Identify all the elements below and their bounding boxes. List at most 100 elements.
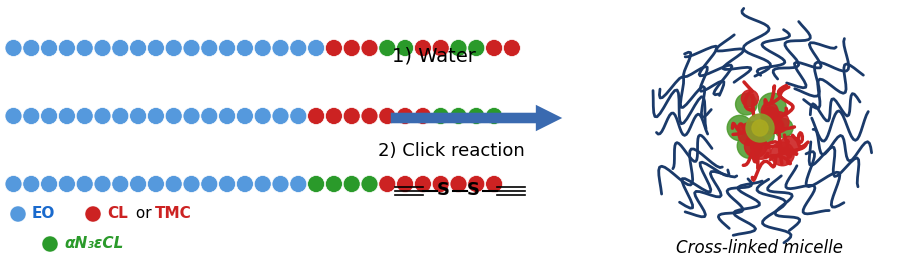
Circle shape bbox=[5, 176, 22, 193]
Circle shape bbox=[761, 103, 778, 119]
Circle shape bbox=[85, 206, 101, 222]
Text: 1) Water: 1) Water bbox=[392, 47, 476, 65]
Circle shape bbox=[254, 107, 271, 124]
Circle shape bbox=[237, 107, 253, 124]
Circle shape bbox=[432, 39, 449, 56]
Text: S: S bbox=[437, 181, 450, 199]
Circle shape bbox=[414, 39, 431, 56]
Circle shape bbox=[94, 107, 111, 124]
Circle shape bbox=[148, 107, 164, 124]
Circle shape bbox=[290, 107, 307, 124]
Circle shape bbox=[112, 39, 129, 56]
Circle shape bbox=[148, 39, 164, 56]
Circle shape bbox=[272, 176, 289, 193]
Circle shape bbox=[486, 39, 502, 56]
Circle shape bbox=[23, 39, 39, 56]
Circle shape bbox=[397, 176, 414, 193]
Circle shape bbox=[148, 176, 164, 193]
Text: 2) Click reaction: 2) Click reaction bbox=[378, 142, 525, 160]
Circle shape bbox=[343, 107, 360, 124]
Circle shape bbox=[5, 39, 22, 56]
Text: S: S bbox=[467, 181, 480, 199]
Circle shape bbox=[752, 120, 768, 136]
Circle shape bbox=[218, 176, 236, 193]
Circle shape bbox=[201, 107, 218, 124]
Circle shape bbox=[325, 176, 342, 193]
Circle shape bbox=[503, 39, 521, 56]
Text: αN₃εCL: αN₃εCL bbox=[64, 236, 123, 251]
Circle shape bbox=[361, 39, 378, 56]
Circle shape bbox=[183, 176, 200, 193]
Circle shape bbox=[397, 107, 414, 124]
Circle shape bbox=[59, 39, 75, 56]
Circle shape bbox=[486, 107, 502, 124]
Circle shape bbox=[290, 176, 307, 193]
Circle shape bbox=[94, 176, 111, 193]
Circle shape bbox=[737, 134, 762, 158]
Circle shape bbox=[361, 176, 378, 193]
Circle shape bbox=[76, 107, 94, 124]
Circle shape bbox=[165, 107, 182, 124]
Circle shape bbox=[42, 236, 58, 252]
Text: Cross-linked micelle: Cross-linked micelle bbox=[677, 239, 844, 257]
Circle shape bbox=[343, 176, 360, 193]
Circle shape bbox=[379, 39, 396, 56]
Circle shape bbox=[450, 176, 467, 193]
Circle shape bbox=[23, 107, 39, 124]
Circle shape bbox=[450, 107, 467, 124]
Circle shape bbox=[112, 176, 129, 193]
Circle shape bbox=[165, 176, 182, 193]
Circle shape bbox=[76, 39, 94, 56]
Circle shape bbox=[201, 176, 218, 193]
Circle shape bbox=[755, 126, 774, 145]
Circle shape bbox=[40, 176, 58, 193]
Circle shape bbox=[379, 107, 396, 124]
Circle shape bbox=[767, 112, 789, 133]
Circle shape bbox=[5, 107, 22, 124]
Circle shape bbox=[779, 136, 799, 155]
Circle shape bbox=[486, 176, 502, 193]
Circle shape bbox=[742, 90, 758, 107]
Circle shape bbox=[432, 107, 449, 124]
Circle shape bbox=[218, 39, 236, 56]
Circle shape bbox=[769, 118, 784, 133]
Circle shape bbox=[183, 39, 200, 56]
Circle shape bbox=[727, 115, 753, 141]
Circle shape bbox=[758, 93, 786, 120]
Text: or: or bbox=[131, 206, 156, 222]
Circle shape bbox=[738, 123, 761, 146]
Circle shape bbox=[450, 39, 467, 56]
Circle shape bbox=[414, 176, 431, 193]
Circle shape bbox=[112, 107, 129, 124]
Circle shape bbox=[414, 107, 431, 124]
Circle shape bbox=[272, 107, 289, 124]
Circle shape bbox=[76, 176, 94, 193]
Circle shape bbox=[129, 176, 147, 193]
Circle shape bbox=[744, 135, 767, 157]
Circle shape bbox=[290, 39, 307, 56]
Circle shape bbox=[40, 107, 58, 124]
Circle shape bbox=[746, 114, 774, 142]
Circle shape bbox=[735, 94, 757, 115]
Text: TMC: TMC bbox=[155, 206, 192, 222]
Circle shape bbox=[432, 176, 449, 193]
Circle shape bbox=[325, 107, 342, 124]
Circle shape bbox=[468, 39, 485, 56]
Circle shape bbox=[218, 107, 236, 124]
Circle shape bbox=[379, 176, 396, 193]
Circle shape bbox=[10, 206, 26, 222]
Circle shape bbox=[325, 39, 342, 56]
Circle shape bbox=[237, 176, 253, 193]
Circle shape bbox=[774, 119, 793, 138]
Circle shape bbox=[308, 176, 325, 193]
Circle shape bbox=[468, 176, 485, 193]
Circle shape bbox=[129, 107, 147, 124]
Circle shape bbox=[183, 107, 200, 124]
Circle shape bbox=[361, 107, 378, 124]
Circle shape bbox=[343, 39, 360, 56]
Circle shape bbox=[468, 107, 485, 124]
Circle shape bbox=[40, 39, 58, 56]
Circle shape bbox=[770, 142, 794, 166]
Circle shape bbox=[94, 39, 111, 56]
Circle shape bbox=[254, 176, 271, 193]
